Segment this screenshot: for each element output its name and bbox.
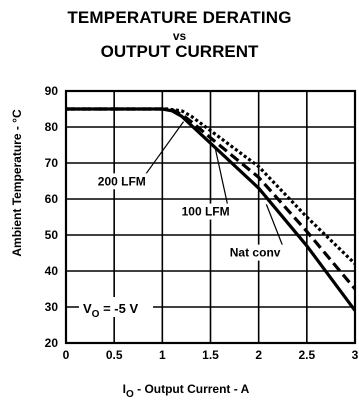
- y-tick-label: 40: [45, 264, 59, 278]
- y-tick-label: 20: [45, 336, 59, 350]
- label-bg-200-lfm: [94, 173, 152, 190]
- series-labels: 200 LFM 100 LFM Nat conv: [94, 173, 291, 261]
- annotation-background: [79, 297, 153, 317]
- plot-frame: [64, 89, 357, 345]
- series-lines: [66, 107, 357, 312]
- x-tick-label: 1.5: [202, 348, 219, 362]
- y-tick-label: 30: [45, 300, 59, 314]
- pointer-200-lfm: [143, 121, 185, 177]
- series-label-100-lfm: 100 LFM: [182, 205, 230, 219]
- series-line-200-lfm: [66, 107, 357, 265]
- y-tick-label: 50: [45, 228, 59, 242]
- y-tick-label: 80: [45, 120, 59, 134]
- voltage-annotation-sub: O: [92, 309, 100, 320]
- plot-border: [64, 89, 357, 345]
- pointer-100-lfm: [214, 148, 229, 207]
- y-axis-label: Ambient Temperature - °C: [10, 109, 24, 257]
- label-bg-100-lfm: [178, 203, 235, 220]
- chart-title-line-2: vs: [172, 29, 187, 43]
- label-pointers: [143, 121, 284, 248]
- x-axis-label-main: I: [123, 382, 126, 396]
- pointer-nat-conv: [265, 204, 284, 248]
- y-tick-label: 90: [45, 84, 59, 98]
- voltage-annotation-rest: = -5 V: [99, 301, 138, 316]
- chart-title-line-3: OUTPUT CURRENT: [100, 42, 259, 61]
- y-tick-label: 70: [45, 156, 59, 170]
- x-tick-label: 1: [159, 348, 166, 362]
- y-tick-label: 60: [45, 192, 59, 206]
- voltage-annotation-main: V: [83, 301, 92, 316]
- x-tick-label: 3: [352, 348, 359, 362]
- x-axis-label-rest: - Output Current - A: [134, 382, 250, 396]
- series-label-nat-conv: Nat conv: [230, 246, 281, 260]
- series-label-200-lfm: 200 LFM: [98, 174, 146, 188]
- tick-labels: 0 0.5 1 1.5 2 2.5 3 20 30 40 50 60 70 80 90: [45, 84, 359, 362]
- x-axis-label-sub: O: [126, 389, 134, 400]
- x-tick-label: 0: [63, 348, 70, 362]
- x-axis-label: IO - Output Current - A: [123, 382, 250, 400]
- label-bg-nat-conv: [226, 244, 291, 261]
- chart-title-line-1: TEMPERATURE DERATING: [67, 8, 292, 27]
- x-tick-label: 2.5: [298, 348, 315, 362]
- x-tick-label: 0.5: [106, 348, 123, 362]
- x-tick-label: 2: [255, 348, 262, 362]
- voltage-annotation: VO = -5 V: [83, 301, 138, 320]
